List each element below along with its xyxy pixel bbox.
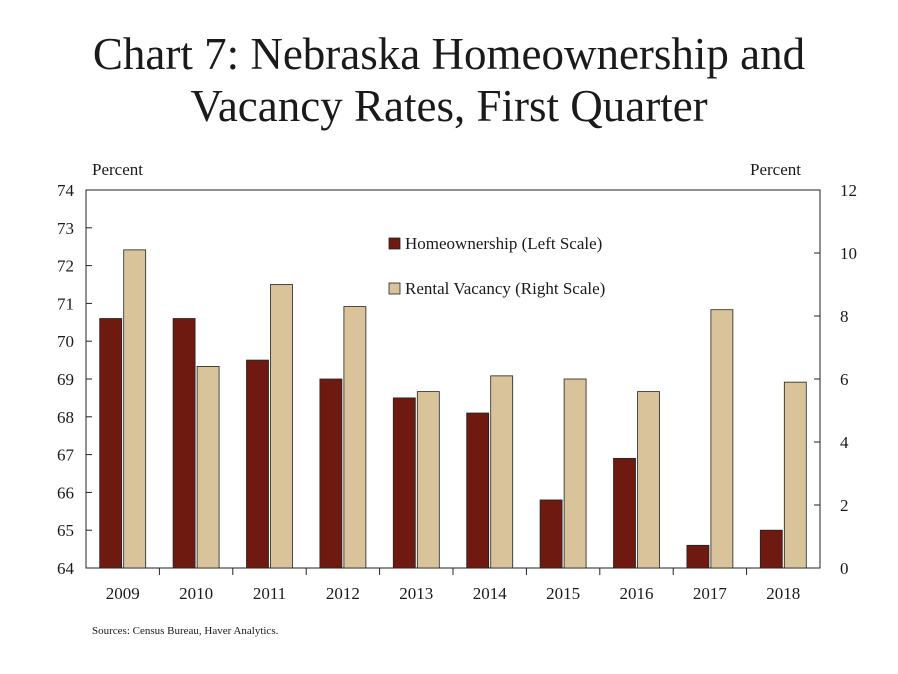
left-axis-tick-label: 65 [57,521,74,540]
homeownership-bar [686,544,710,569]
rental-vacancy-bar [270,284,293,569]
right-axis-unit-label: Percent [750,160,801,179]
left-axis-tick-label: 67 [57,446,75,465]
rental-vacancy-bar [196,365,220,569]
homeownership-bar [319,378,343,569]
homeownership-bar [392,397,416,569]
left-axis-tick-label: 71 [57,294,74,313]
homeownership-bar [246,359,269,569]
left-axis-tick-label: 70 [57,332,74,351]
legend-swatch-rental-vacancy [388,282,401,295]
left-axis-tick-label: 74 [57,181,75,200]
right-axis-tick-label: 6 [840,370,849,389]
left-axis-tick-label: 66 [57,483,74,502]
left-axis-tick-label: 69 [57,370,74,389]
right-axis-tick-label: 4 [840,433,849,452]
x-axis-tick-label: 2017 [693,584,728,603]
rental-vacancy-bar [563,378,587,569]
homeownership-bar [613,457,636,569]
x-axis-tick-label: 2010 [179,584,213,603]
right-axis-tick-label: 8 [840,307,849,326]
homeownership-bar [466,412,490,569]
left-axis-tick-label: 72 [57,257,74,276]
rental-vacancy-bar [123,249,147,569]
x-axis-tick-label: 2016 [620,584,654,603]
rental-vacancy-bar [783,381,807,569]
legend-label-rental-vacancy: Rental Vacancy (Right Scale) [405,279,605,298]
rental-vacancy-bar [637,391,660,569]
left-axis-unit-label: Percent [92,160,143,179]
chart-title-line-2: Vacancy Rates, First Quarter [190,81,708,131]
right-axis-tick-label: 0 [840,559,849,578]
chart-title-line-1: Chart 7: Nebraska Homeownership and [92,29,806,79]
right-axis-tick-label: 12 [840,181,857,200]
chart-title: Chart 7: Nebraska Homeownership and Vaca… [0,28,898,132]
legend-swatch-homeownership [388,237,401,250]
homeownership-bar [759,529,783,569]
left-axis-tick-label: 64 [57,559,75,578]
homeownership-bar [99,318,123,569]
legend-label-homeownership: Homeownership (Left Scale) [405,234,602,253]
x-axis-tick-label: 2014 [473,584,508,603]
x-axis-tick-label: 2013 [399,584,433,603]
source-note: Sources: Census Bureau, Haver Analytics. [92,625,279,637]
homeownership-bar [539,499,563,569]
right-axis-tick-label: 2 [840,496,849,515]
x-axis-tick-label: 2015 [546,584,580,603]
x-axis-tick-label: 2012 [326,584,360,603]
rental-vacancy-bar [416,391,440,569]
rental-vacancy-bar [343,306,367,569]
homeownership-bar [172,318,196,569]
x-axis-tick-label: 2018 [766,584,800,603]
x-axis-tick-label: 2009 [106,584,140,603]
right-axis-tick-label: 10 [840,244,857,263]
x-axis-tick-label: 2011 [253,584,286,603]
left-axis-tick-label: 73 [57,219,74,238]
left-axis-tick-label: 68 [57,408,74,427]
rental-vacancy-bar [490,375,514,569]
rental-vacancy-bar [710,309,734,569]
